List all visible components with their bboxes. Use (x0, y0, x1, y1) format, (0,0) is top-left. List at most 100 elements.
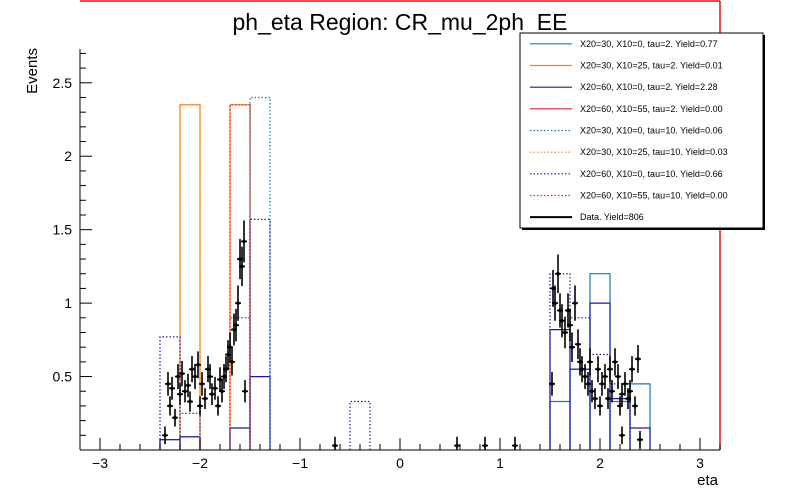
data-point (167, 396, 173, 416)
series-7-histogram (229, 104, 251, 450)
data-point-marker (600, 382, 604, 386)
data-point (175, 364, 181, 390)
data-point-marker (623, 382, 627, 386)
data-point-marker (218, 377, 222, 382)
data-point-marker (173, 415, 177, 420)
data-point (227, 332, 233, 362)
data-point-marker (180, 371, 184, 376)
data-point-marker (586, 382, 590, 386)
data-point-marker (176, 374, 180, 379)
data-point (229, 348, 235, 376)
data-point (597, 396, 603, 416)
x-tick-label: −2 (192, 455, 208, 471)
data-point-marker (213, 386, 217, 391)
data-point-marker (596, 367, 600, 372)
data-point (587, 348, 593, 376)
legend-entry: X20=30, X10=0, tau=10. Yield=0.06 (530, 126, 723, 136)
legend-label: Data. Yield=806 (580, 212, 644, 222)
data-point (217, 367, 223, 392)
x-tick-label: 1 (496, 455, 504, 471)
data-point (632, 396, 638, 416)
data-point-marker (560, 318, 564, 323)
data-point-marker (603, 374, 607, 379)
data-point (197, 396, 203, 416)
data-point-marker (598, 404, 602, 408)
data-point-marker (188, 399, 192, 404)
data-point-marker (224, 367, 228, 372)
data-point (454, 436, 460, 450)
data-point-marker (183, 389, 187, 394)
data-point-marker (606, 396, 610, 401)
data-point (172, 408, 178, 427)
data-point (585, 372, 591, 396)
y-tick-label: 1.5 (53, 222, 73, 238)
data-point-marker (638, 437, 642, 442)
data-point-marker (228, 345, 232, 349)
data-point-marker (563, 330, 567, 335)
y-tick-label: 2 (64, 148, 72, 164)
legend-label: X20=30, X10=0, tau=10. Yield=0.06 (580, 126, 723, 136)
data-point-marker (620, 433, 624, 438)
data-point (619, 426, 625, 445)
data-point (223, 356, 229, 383)
legend-label: X20=30, X10=0, tau=2. Yield=0.77 (580, 39, 718, 49)
data-point-marker (593, 396, 597, 401)
data-point-marker (190, 367, 194, 372)
data-point-marker (633, 404, 637, 408)
data-point (177, 383, 183, 406)
legend-label: X20=60, X10=0, tau=2. Yield=2.28 (580, 82, 718, 92)
data-point-marker (610, 389, 614, 394)
data-point-marker (455, 443, 459, 448)
data-point-marker (483, 443, 487, 448)
data-point (332, 436, 338, 450)
data-point (219, 380, 225, 403)
y-axis-label: Events (24, 48, 41, 94)
x-tick-label: 2 (596, 455, 604, 471)
data-point (209, 383, 215, 406)
data-point-marker (203, 396, 207, 401)
data-point (512, 436, 518, 450)
data-point (215, 396, 221, 416)
data-point (622, 372, 628, 396)
data-point (595, 356, 601, 383)
legend-label: X20=60, X10=0, tau=10. Yield=0.66 (580, 169, 723, 179)
data-point-marker (626, 396, 630, 401)
data-point (239, 246, 245, 287)
data-point-marker (210, 392, 214, 396)
data-point (602, 364, 608, 390)
data-points-layer (162, 220, 643, 450)
data-point (605, 388, 611, 410)
legend-label: X20=60, X10=55, tau=10. Yield=0.00 (580, 191, 728, 201)
data-point-marker (220, 389, 224, 394)
legend: X20=30, X10=0, tau=2. Yield=0.77 X20=30, … (519, 32, 765, 230)
y-tick-label: 0.5 (53, 369, 73, 385)
legend-entry: X20=30, X10=0, tau=2. Yield=0.77 (530, 39, 718, 49)
data-point-marker (226, 352, 230, 357)
data-point-marker (242, 239, 246, 244)
y-tick-label: 2.5 (53, 75, 73, 91)
data-point-marker (513, 443, 517, 448)
data-point (607, 356, 613, 383)
data-point-marker (556, 271, 560, 276)
data-point (185, 373, 191, 398)
data-point-marker (216, 404, 220, 408)
data-point-marker (196, 363, 200, 367)
legend-entry: X20=60, X10=55, tau=10. Yield=0.00 (530, 191, 728, 201)
data-point (582, 364, 588, 390)
data-point-marker (551, 286, 555, 291)
data-point (552, 285, 558, 321)
data-point (169, 376, 175, 400)
data-point-marker (243, 389, 247, 394)
data-point (612, 348, 618, 376)
legend-label: X20=30, X10=25, tau=10. Yield=0.03 (580, 147, 728, 157)
data-point (179, 360, 185, 387)
data-point (555, 254, 561, 294)
data-point-marker (570, 345, 574, 349)
data-point (609, 380, 615, 403)
data-point-marker (588, 360, 592, 364)
data-point (562, 316, 568, 349)
data-point-marker (573, 301, 577, 305)
data-point (569, 332, 575, 362)
data-point (615, 364, 621, 390)
